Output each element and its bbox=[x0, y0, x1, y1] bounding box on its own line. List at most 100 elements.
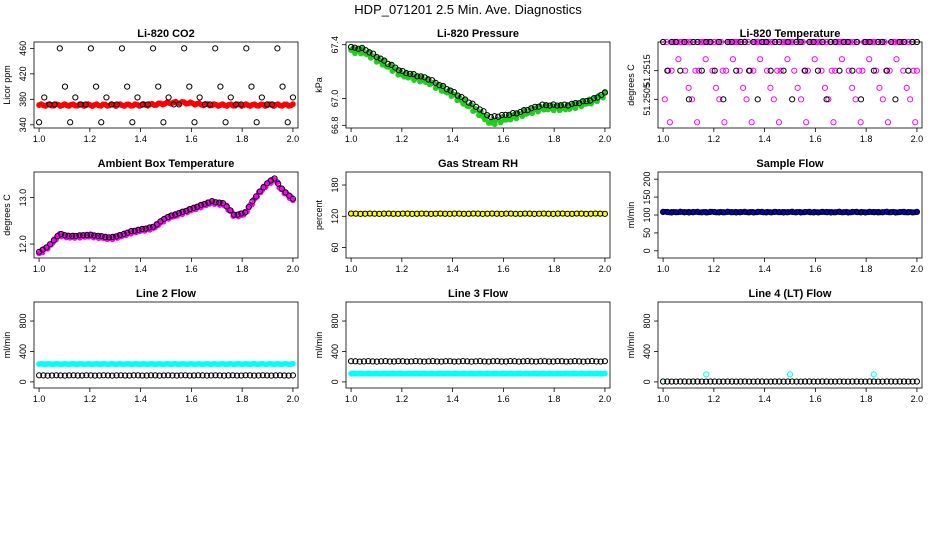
data-point bbox=[56, 45, 63, 52]
data-point bbox=[572, 99, 579, 107]
data-point bbox=[791, 67, 798, 74]
data-point bbox=[870, 67, 878, 74]
data-point bbox=[801, 208, 809, 216]
x-tick-label: 1.4 bbox=[446, 264, 459, 274]
data-point bbox=[249, 198, 256, 205]
data-point bbox=[568, 100, 575, 107]
data-point bbox=[681, 378, 688, 385]
data-point bbox=[750, 209, 757, 216]
data-point bbox=[748, 119, 755, 126]
data-point bbox=[451, 358, 458, 365]
data-point bbox=[554, 102, 561, 109]
data-point bbox=[497, 119, 504, 126]
data-point bbox=[712, 84, 719, 91]
data-point bbox=[230, 211, 238, 218]
data-point bbox=[832, 209, 839, 216]
data-point bbox=[429, 358, 436, 365]
data-point bbox=[472, 358, 479, 365]
data-point bbox=[229, 372, 236, 379]
x-tick-label: 1.8 bbox=[860, 264, 873, 274]
data-point bbox=[395, 67, 402, 74]
data-point bbox=[356, 358, 363, 365]
data-point bbox=[233, 372, 241, 379]
data-point bbox=[142, 225, 149, 232]
data-point bbox=[827, 38, 834, 46]
data-point bbox=[550, 101, 557, 108]
data-point bbox=[774, 67, 781, 74]
data-point bbox=[369, 358, 376, 365]
data-point bbox=[264, 372, 271, 379]
chart-title: Sample Flow bbox=[756, 158, 824, 170]
data-point bbox=[498, 111, 506, 119]
data-point bbox=[381, 57, 388, 64]
data-point bbox=[219, 200, 227, 207]
data-point bbox=[913, 208, 921, 215]
data-point bbox=[557, 102, 564, 109]
data-point bbox=[104, 372, 112, 379]
x-tick-label: 1.2 bbox=[708, 394, 721, 404]
data-point bbox=[716, 96, 723, 103]
data-point bbox=[737, 378, 744, 385]
data-point bbox=[102, 234, 109, 241]
data-point bbox=[715, 38, 723, 46]
data-point bbox=[182, 372, 189, 379]
data-point bbox=[494, 358, 501, 365]
x-tick-label: 2.0 bbox=[599, 394, 612, 404]
data-point bbox=[784, 378, 791, 385]
x-tick-label: 1.4 bbox=[758, 394, 771, 404]
y-tick-label: 67.4 bbox=[330, 36, 340, 54]
plot-frame bbox=[345, 301, 611, 389]
data-point bbox=[382, 358, 389, 365]
y-tick-label: 0 bbox=[642, 248, 652, 253]
x-tick-label: 1.2 bbox=[84, 394, 97, 404]
data-point bbox=[406, 70, 414, 77]
data-point bbox=[414, 73, 421, 80]
data-point bbox=[206, 101, 214, 108]
data-point bbox=[366, 49, 373, 56]
y-tick-label: 400 bbox=[18, 344, 28, 359]
y-axis-label: ml/min bbox=[626, 202, 636, 229]
y-tick-label: 60 bbox=[330, 243, 340, 253]
data-point bbox=[828, 67, 835, 74]
data-point bbox=[769, 38, 776, 46]
data-point bbox=[776, 378, 783, 385]
data-point bbox=[246, 372, 253, 379]
x-tick-label: 1.8 bbox=[236, 394, 249, 404]
data-point bbox=[754, 378, 761, 385]
data-point bbox=[672, 378, 680, 385]
data-point bbox=[823, 38, 830, 46]
data-point bbox=[113, 101, 120, 108]
data-point bbox=[672, 38, 680, 46]
data-point bbox=[65, 232, 72, 239]
data-point bbox=[905, 378, 912, 385]
data-point bbox=[734, 38, 742, 46]
y-axis-label: Licor ppm bbox=[2, 65, 12, 105]
data-point bbox=[703, 209, 710, 216]
data-point bbox=[561, 101, 568, 108]
data-point bbox=[272, 372, 279, 379]
data-point bbox=[105, 234, 113, 241]
data-point bbox=[784, 209, 791, 216]
series-open bbox=[35, 45, 297, 126]
data-point bbox=[668, 38, 675, 46]
data-point bbox=[276, 372, 284, 379]
data-point bbox=[780, 67, 787, 74]
data-point bbox=[905, 38, 912, 46]
data-point bbox=[498, 358, 505, 365]
x-tick-label: 1.0 bbox=[345, 134, 358, 144]
data-point bbox=[711, 67, 718, 74]
data-point bbox=[352, 358, 359, 365]
y-tick-label: 120 bbox=[330, 209, 340, 224]
data-point bbox=[179, 208, 186, 215]
data-point bbox=[531, 103, 539, 110]
series-filled bbox=[36, 360, 296, 368]
data-point bbox=[721, 119, 728, 126]
x-tick-label: 1.6 bbox=[497, 264, 510, 274]
data-point bbox=[506, 111, 513, 118]
y-axis-label: ml/min bbox=[2, 332, 12, 359]
data-point bbox=[692, 67, 699, 74]
data-point bbox=[454, 92, 461, 99]
data-point bbox=[502, 111, 509, 118]
data-point bbox=[491, 113, 498, 120]
data-point bbox=[888, 378, 895, 385]
